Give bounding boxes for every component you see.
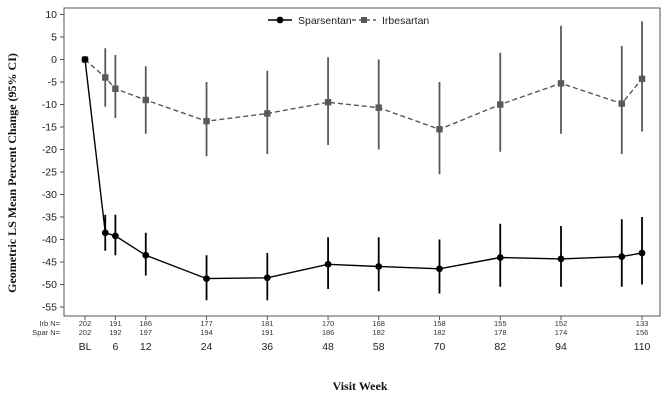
point-sparsentan <box>81 56 89 63</box>
n-value: 156 <box>636 328 649 337</box>
point-sparsentan <box>142 251 150 259</box>
point-irbesartan <box>324 99 332 106</box>
n-value: 177 <box>200 319 213 328</box>
x-tick-label: 12 <box>140 341 152 353</box>
point-irbesartan <box>497 101 504 108</box>
n-value: 174 <box>555 328 568 337</box>
n-value: 194 <box>200 328 213 337</box>
y-axis-ticks: 10 5 0 -5 -10 -15 -20 -25 -30 -35 -40 -45 -50 -55 <box>42 9 64 314</box>
n-value: 202 <box>79 328 92 337</box>
x-tick-label: BL <box>79 341 92 353</box>
series-line-irbesartan <box>84 58 643 131</box>
point-sparsentan <box>203 275 210 283</box>
point-irbesartan <box>436 126 443 133</box>
point-sparsentan <box>324 260 332 268</box>
y-tick-label: -15 <box>42 122 57 134</box>
x-axis-label: Visit Week <box>332 379 387 393</box>
point-sparsentan <box>496 254 504 261</box>
point-irbesartan <box>375 104 382 111</box>
plot-frame <box>63 7 661 317</box>
point-sparsentan <box>263 274 271 282</box>
n-value: 191 <box>261 328 274 337</box>
point-sparsentan <box>436 265 443 273</box>
x-tick-label: 6 <box>112 341 118 353</box>
y-tick-label: -45 <box>42 257 57 269</box>
y-tick-label: 0 <box>51 54 57 66</box>
point-irbesartan <box>203 117 210 125</box>
point-sparsentan <box>618 253 626 260</box>
y-tick-label: -35 <box>42 212 57 224</box>
n-value: 158 <box>433 319 446 328</box>
y-tick-label: -10 <box>42 99 57 111</box>
point-irbesartan <box>142 96 149 104</box>
n-value: 178 <box>494 328 507 337</box>
x-tick-label: 82 <box>494 341 506 353</box>
point-irbesartan <box>618 100 625 107</box>
x-tick-label: 48 <box>322 341 334 353</box>
n-value: 182 <box>372 328 385 337</box>
n-value: 170 <box>322 319 335 328</box>
point-sparsentan <box>638 249 646 257</box>
n-value: 181 <box>261 319 274 328</box>
point-irbesartan <box>102 74 109 81</box>
point-sparsentan <box>111 232 119 240</box>
n-value: 186 <box>140 319 153 328</box>
n-value: 152 <box>555 319 568 328</box>
y-tick-label: -25 <box>42 167 57 179</box>
legend: Sparsentan Irbesartan <box>268 15 429 27</box>
point-irbesartan <box>264 110 271 117</box>
n-value: 192 <box>109 328 122 337</box>
series-line-sparsentan <box>84 59 643 280</box>
x-tick-label: 70 <box>434 341 446 353</box>
n-value: 182 <box>433 328 446 337</box>
n-value: 202 <box>79 319 92 328</box>
point-irbesartan <box>638 75 646 83</box>
point-sparsentan <box>557 255 565 263</box>
x-axis-ticks: BL 6 12 24 36 48 58 70 82 94 110 <box>79 316 651 353</box>
point-sparsentan <box>101 229 109 237</box>
y-axis-label: Geometric LS Mean Percent Change (95% CI… <box>5 53 19 293</box>
y-tick-label: -55 <box>42 302 57 314</box>
y-tick-label: -40 <box>42 234 57 246</box>
n-value: 186 <box>322 328 335 337</box>
x-tick-label: 110 <box>634 341 651 353</box>
point-sparsentan <box>375 263 383 270</box>
legend-label-irbesartan: Irbesartan <box>382 15 429 27</box>
n-table: Irb N= 202 191 186 177 181 170 168 158 155 152 133 S… <box>32 319 648 337</box>
legend-label-sparsentan: Sparsentan <box>298 15 352 27</box>
y-tick-label: -20 <box>42 144 57 156</box>
n-value: 197 <box>140 328 153 337</box>
series-layer <box>81 21 646 301</box>
x-tick-label: 94 <box>555 341 567 353</box>
n-value: 155 <box>494 319 507 328</box>
n-row-label: Irb N= <box>39 319 60 328</box>
n-value: 133 <box>636 319 649 328</box>
y-tick-label: -50 <box>42 279 57 291</box>
point-irbesartan <box>557 80 565 87</box>
n-value: 191 <box>109 319 122 328</box>
x-tick-label: 24 <box>201 341 213 353</box>
x-tick-label: 36 <box>261 341 273 353</box>
y-tick-label: 10 <box>45 9 57 21</box>
point-irbesartan <box>112 85 119 92</box>
y-tick-label: 5 <box>51 32 57 44</box>
n-row-label: Spar N= <box>32 328 60 337</box>
x-tick-label: 58 <box>373 341 385 353</box>
y-tick-label: -30 <box>42 189 57 201</box>
n-value: 168 <box>372 319 385 328</box>
legend-marker-irbesartan <box>361 17 367 23</box>
y-tick-label: -5 <box>48 77 57 89</box>
legend-marker-sparsentan <box>276 16 284 24</box>
